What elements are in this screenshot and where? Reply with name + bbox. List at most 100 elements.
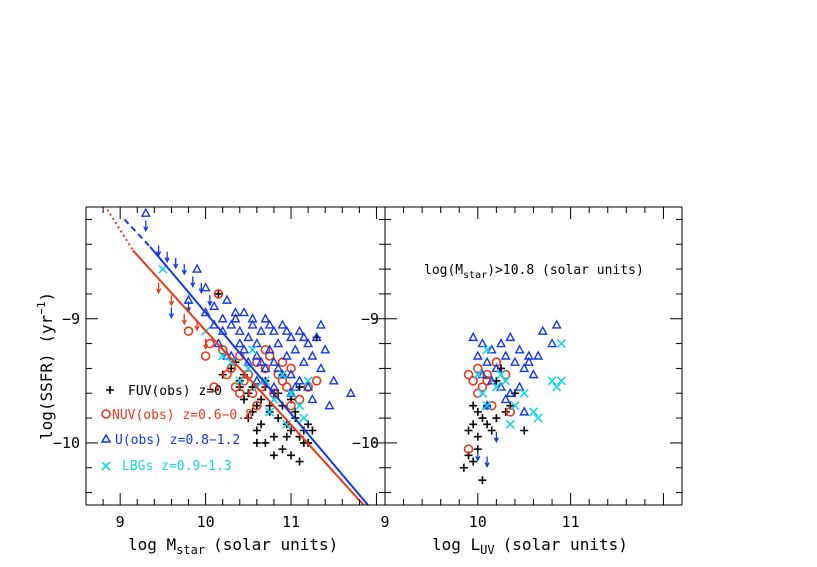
fit-line xyxy=(106,208,134,251)
data-point-triangle xyxy=(268,325,279,335)
left-ticks: 9 10 11 −9 −10 xyxy=(53,207,385,531)
data-point-triangle xyxy=(273,338,284,348)
data-point-triangle xyxy=(320,344,331,354)
legend-entry-lbg: LBGs z=0.9−1.3 xyxy=(101,459,232,474)
data-point-circle xyxy=(200,351,211,361)
data-point-cross xyxy=(505,419,515,429)
data-point-triangle xyxy=(286,369,297,379)
data-point-triangle xyxy=(200,282,211,292)
data-point-plus xyxy=(469,401,478,410)
data-point-triangle xyxy=(547,338,558,348)
data-point-triangle xyxy=(294,375,305,385)
data-point-arrow xyxy=(493,431,499,444)
data-point-triangle xyxy=(277,369,288,379)
data-point-arrow xyxy=(143,220,149,233)
data-point-triangle xyxy=(345,387,356,397)
data-point-cross xyxy=(235,376,245,386)
data-point-triangle xyxy=(311,331,322,342)
data-point-triangle xyxy=(264,344,275,354)
data-point-circle xyxy=(226,363,237,374)
data-point-circle xyxy=(264,351,275,361)
data-point-plus xyxy=(487,426,496,435)
data-point-triangle xyxy=(307,350,318,360)
data-point-plus xyxy=(478,476,487,485)
data-point-triangle xyxy=(260,362,271,373)
data-point-plus xyxy=(520,426,529,435)
data-point-circle xyxy=(468,376,478,386)
data-point-triangle xyxy=(243,331,254,342)
x-tick-label: 10 xyxy=(469,513,487,531)
right-xlabel: log LUV (solar units) xyxy=(432,535,628,557)
data-point-cross xyxy=(510,401,520,411)
legend-circle-icon xyxy=(101,409,111,419)
data-point-cross xyxy=(533,413,543,423)
data-point-cross xyxy=(552,382,562,392)
fit-line xyxy=(123,218,151,248)
y-tick-label: −9 xyxy=(361,310,379,328)
left-ylabel: log(SSFR) (yr−1) xyxy=(35,292,56,440)
data-point-circle xyxy=(286,363,296,374)
data-point-circle xyxy=(473,363,483,374)
data-point-cross xyxy=(528,407,539,417)
data-point-plus xyxy=(308,426,317,435)
data-point-triangle xyxy=(256,325,267,335)
data-point-triangle xyxy=(551,319,562,329)
data-point-triangle xyxy=(486,344,497,354)
data-point-triangle xyxy=(537,325,548,335)
data-point-arrow xyxy=(207,295,213,307)
data-point-triangle xyxy=(277,319,288,329)
data-point-plus xyxy=(469,457,478,466)
data-point-cross xyxy=(265,407,275,417)
right-panel: 9 10 11 −9 −10 log(Mstar)>10.8 (solar units)… xyxy=(352,206,683,557)
data-point-cross xyxy=(295,401,305,411)
data-point-triangle xyxy=(328,375,339,385)
data-point-arrow xyxy=(164,251,170,264)
data-point-triangle xyxy=(491,362,502,373)
data-point-plus xyxy=(492,414,501,423)
data-point-plus xyxy=(483,420,492,429)
data-point-plus xyxy=(274,414,283,423)
data-point-circle xyxy=(463,444,474,454)
legend-label-fuv: FUV(obs) z=0 xyxy=(128,384,222,399)
data-point-triangle xyxy=(268,356,279,366)
data-point-plus xyxy=(287,451,296,460)
data-point-plus xyxy=(227,364,236,373)
data-point-cross xyxy=(491,382,501,392)
data-point-arrow xyxy=(190,276,196,288)
data-point-plus xyxy=(269,451,278,460)
data-point-triangle xyxy=(290,344,301,354)
data-point-triangle xyxy=(505,387,516,397)
data-point-cross xyxy=(226,357,236,367)
data-point-triangle xyxy=(234,338,245,348)
legend-entry-fuv: FUV(obs) z=0 xyxy=(106,384,222,399)
y-tick-label: −10 xyxy=(352,434,379,452)
data-point-triangle xyxy=(303,381,314,391)
right-ticks: 9 10 11 −9 −10 xyxy=(352,207,683,531)
data-point-triangle xyxy=(482,356,493,366)
data-point-triangle xyxy=(294,325,305,335)
left-xlabel: log Mstar (solar units) xyxy=(128,535,338,557)
legend-entry-u: U(obs) z=0.8−1.2 xyxy=(100,433,240,448)
data-point-plus xyxy=(240,395,249,404)
data-point-plus xyxy=(459,463,468,472)
data-point-cross xyxy=(482,345,492,355)
data-point-triangle xyxy=(200,307,211,317)
data-point-triangle xyxy=(509,356,520,366)
data-point-circle xyxy=(252,357,262,368)
data-point-plus xyxy=(248,407,257,416)
data-point-triangle xyxy=(260,313,271,323)
data-point-plus xyxy=(473,407,482,416)
data-point-arrow xyxy=(168,307,175,319)
data-point-plus xyxy=(257,395,266,404)
data-point-cross xyxy=(556,339,566,349)
data-point-cross xyxy=(496,370,506,380)
data-point-circle xyxy=(277,357,288,368)
right-annotation: log(Mstar)>10.8 (solar units) xyxy=(424,263,644,281)
data-point-triangle xyxy=(523,356,534,366)
x-tick-label: 9 xyxy=(380,513,389,531)
data-point-triangle xyxy=(247,319,258,329)
data-point-triangle xyxy=(230,307,241,317)
data-point-triangle xyxy=(315,319,326,329)
data-point-arrow xyxy=(198,282,204,295)
data-point-circle xyxy=(252,400,262,411)
